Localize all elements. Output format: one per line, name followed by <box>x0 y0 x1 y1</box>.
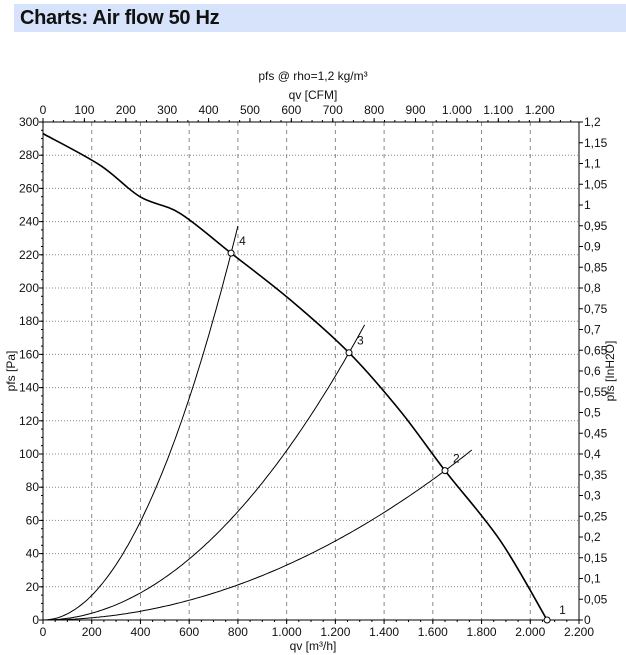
y2-tick-label: 1,1 <box>584 157 601 171</box>
y2-tick-label: 0,2 <box>584 530 601 544</box>
x-tick-label: 1.800 <box>467 625 497 639</box>
y2-tick-label: 1,15 <box>584 136 608 150</box>
operating-point-label: 2 <box>453 452 460 466</box>
x2-tick-label: 1.100 <box>483 103 513 117</box>
y2-axis-label: pfs [InH2O] <box>603 341 617 402</box>
system-curve-2 <box>43 449 473 621</box>
y-tick-label: 80 <box>26 480 40 494</box>
x-tick-label: 200 <box>82 625 102 639</box>
x2-tick-label: 300 <box>157 103 177 117</box>
x2-tick-label: 100 <box>74 103 94 117</box>
x-tick-label: 2.000 <box>515 625 545 639</box>
x2-tick-label: 900 <box>406 103 426 117</box>
y-tick-label: 40 <box>26 547 40 561</box>
y-tick-label: 60 <box>26 513 40 527</box>
y2-tick-label: 0,3 <box>584 489 601 503</box>
x-tick-label: 2.200 <box>564 625 594 639</box>
operating-point-1 <box>543 616 551 624</box>
y2-tick-label: 0 <box>584 613 591 627</box>
x2-tick-label: 400 <box>199 103 219 117</box>
y-tick-label: 280 <box>19 148 39 162</box>
x-tick-label: 400 <box>130 625 150 639</box>
system-curve-3 <box>43 324 366 621</box>
x-tick-label: 1.000 <box>272 625 302 639</box>
y2-tick-label: 0,1 <box>584 572 601 586</box>
x2-tick-label: 800 <box>364 103 384 117</box>
page-title: Charts: Air flow 50 Hz <box>20 7 220 29</box>
y2-tick-label: 1,05 <box>584 177 608 191</box>
y2-tick-label: 0,85 <box>584 260 608 274</box>
operating-point-label: 1 <box>559 603 566 617</box>
y2-tick-label: 0,7 <box>584 323 601 337</box>
y2-tick-label: 0,35 <box>584 468 608 482</box>
x-tick-label: 1.400 <box>369 625 399 639</box>
x2-tick-label: 0 <box>40 103 47 117</box>
y2-tick-label: 0,15 <box>584 551 608 565</box>
y-tick-label: 0 <box>32 613 39 627</box>
y-axis-label: pfs [Pa] <box>4 351 18 392</box>
y2-tick-label: 0,9 <box>584 240 601 254</box>
y-tick-label: 120 <box>19 414 39 428</box>
y-tick-label: 240 <box>19 215 39 229</box>
y2-tick-label: 0,4 <box>584 447 601 461</box>
x-axis-label: qv [m³/h] <box>290 639 337 653</box>
y2-tick-label: 0,8 <box>584 281 601 295</box>
y2-tick-label: 0,55 <box>584 385 608 399</box>
system-curve-4 <box>42 225 239 621</box>
x2-tick-label: 1.200 <box>525 103 555 117</box>
y-tick-label: 220 <box>19 248 39 262</box>
x-tick-label: 1.200 <box>320 625 350 639</box>
operating-point-label: 4 <box>239 234 246 248</box>
x2-tick-label: 700 <box>323 103 343 117</box>
operating-point-3 <box>345 349 353 357</box>
y-tick-label: 160 <box>19 347 39 361</box>
y-tick-label: 260 <box>19 181 39 195</box>
y-tick-label: 180 <box>19 314 39 328</box>
section-header: Charts: Air flow 50 Hz <box>14 4 626 32</box>
x-tick-label: 600 <box>179 625 199 639</box>
y-tick-label: 100 <box>19 447 39 461</box>
y2-tick-label: 0,6 <box>584 364 601 378</box>
y2-tick-label: 1 <box>584 198 591 212</box>
x2-tick-label: 1.000 <box>442 103 472 117</box>
operating-point-label: 3 <box>357 334 364 348</box>
y2-tick-label: 0,75 <box>584 302 608 316</box>
y2-tick-label: 1,2 <box>584 115 601 129</box>
x-tick-label: 800 <box>228 625 248 639</box>
y-tick-label: 140 <box>19 381 39 395</box>
y2-tick-label: 0,5 <box>584 406 601 420</box>
operating-point-2 <box>441 467 449 475</box>
y-tick-label: 20 <box>26 580 40 594</box>
operating-point-4 <box>227 249 235 257</box>
chart-title: pfs @ rho=1,2 kg/m³ <box>258 69 367 83</box>
y2-tick-label: 0,65 <box>584 343 608 357</box>
x2-tick-label: 500 <box>240 103 260 117</box>
y-tick-label: 300 <box>19 115 39 129</box>
x-tick-label: 0 <box>40 625 47 639</box>
fan-curve <box>42 132 548 621</box>
y-tick-label: 200 <box>19 281 39 295</box>
y2-tick-label: 0,05 <box>584 592 608 606</box>
y2-tick-label: 0,25 <box>584 509 608 523</box>
x-tick-label: 1.600 <box>418 625 448 639</box>
x2-axis-label: qv [CFM] <box>289 88 338 102</box>
y2-tick-label: 0,45 <box>584 426 608 440</box>
plot-frame <box>42 121 580 621</box>
y2-tick-label: 0,95 <box>584 219 608 233</box>
x2-tick-label: 600 <box>281 103 301 117</box>
x2-tick-label: 200 <box>116 103 136 117</box>
